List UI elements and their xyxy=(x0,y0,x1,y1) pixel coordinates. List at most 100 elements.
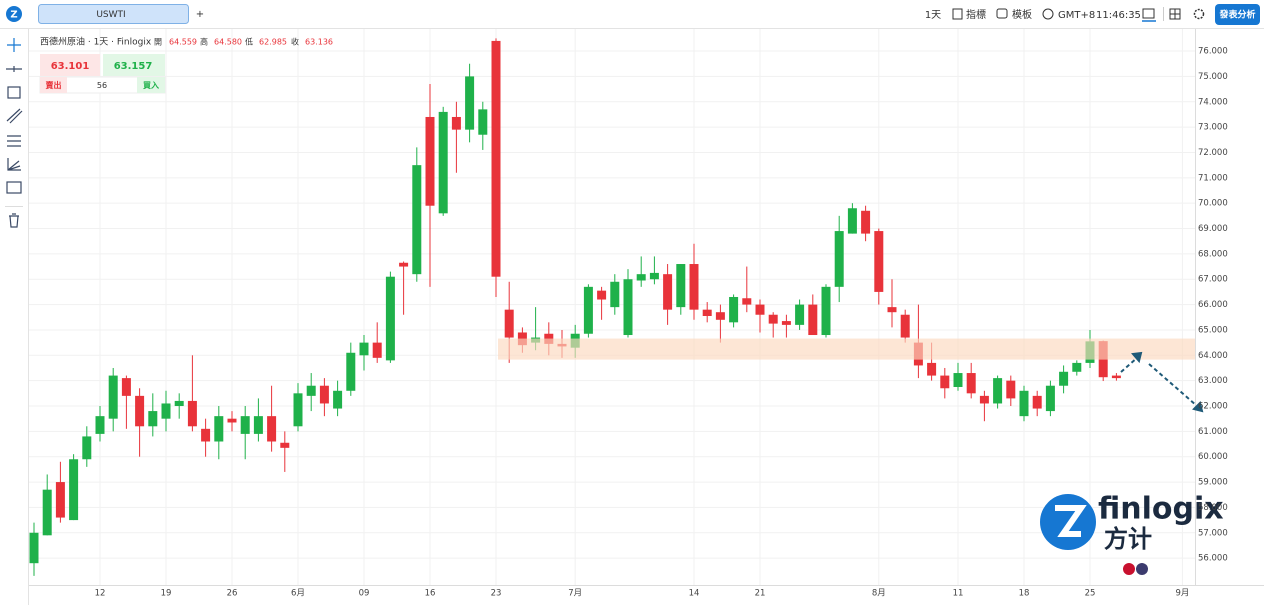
candle-body xyxy=(676,264,686,308)
candle-body xyxy=(623,279,633,336)
candle-body xyxy=(148,411,158,427)
delete-tool[interactable] xyxy=(9,213,19,228)
y-tick-label: 74.000 xyxy=(1198,97,1228,107)
candle-body xyxy=(900,314,910,338)
open-label: 開 xyxy=(154,38,162,47)
publish-button[interactable] xyxy=(1215,4,1260,25)
grid xyxy=(29,29,1195,585)
template-icon xyxy=(996,8,1008,19)
channel-tool[interactable] xyxy=(6,108,23,124)
timezone[interactable]: GMT+8 xyxy=(1058,10,1095,21)
line-tool[interactable] xyxy=(6,66,22,72)
flag-icon xyxy=(1136,563,1148,575)
candle-body xyxy=(649,272,659,280)
candle-body xyxy=(636,274,646,281)
sell-label: 賣出 xyxy=(46,80,62,90)
candle-body xyxy=(1045,385,1055,412)
y-tick-label: 59.000 xyxy=(1198,478,1228,488)
candle-body xyxy=(953,373,963,387)
settings-icon[interactable] xyxy=(1193,8,1205,20)
candle-body xyxy=(438,111,448,214)
rect-tool[interactable] xyxy=(7,86,21,99)
y-tick-label: 68.000 xyxy=(1198,249,1228,259)
candle-body xyxy=(940,375,950,389)
indicator-icon xyxy=(952,8,963,20)
y-tick-label: 76.000 xyxy=(1198,47,1228,57)
buy-box[interactable] xyxy=(103,54,165,76)
candle-body xyxy=(346,352,356,391)
candle-body xyxy=(214,416,224,442)
candle-body xyxy=(267,416,277,442)
candle-body xyxy=(412,165,422,275)
x-tick-label: 19 xyxy=(161,589,172,599)
x-tick-label: 6月 xyxy=(291,589,305,599)
candle-body xyxy=(768,314,778,324)
buy-button[interactable] xyxy=(137,77,165,93)
watermark-brand: finlogix xyxy=(1098,492,1224,527)
candle-body xyxy=(610,281,620,308)
indicators[interactable]: 指標 xyxy=(966,8,986,21)
highlight-zone xyxy=(498,338,1195,360)
candle-body xyxy=(95,416,105,434)
candle-body xyxy=(729,296,739,323)
candle-body xyxy=(1032,395,1042,409)
candle-body xyxy=(240,416,250,434)
gann-tool[interactable] xyxy=(7,158,21,171)
text-tool[interactable] xyxy=(6,181,22,194)
add-tab[interactable]: + xyxy=(196,9,204,20)
y-tick-label: 61.000 xyxy=(1198,427,1228,437)
candle-body xyxy=(887,307,897,313)
x-tick-label: 9月 xyxy=(1175,589,1189,599)
spread: 56 xyxy=(97,81,107,90)
buy-label: 買入 xyxy=(143,81,159,90)
sell-button[interactable] xyxy=(40,77,67,93)
x-tick-label: 7月 xyxy=(568,589,582,599)
x-tick-label: 26 xyxy=(227,589,238,599)
symbol-tab[interactable] xyxy=(38,4,189,24)
y-tick-label: 64.000 xyxy=(1198,351,1228,361)
x-tick-label: 14 xyxy=(689,589,700,599)
low-label: 低 xyxy=(245,37,253,47)
y-tick-label: 56.000 xyxy=(1198,554,1228,564)
screenshot-icon[interactable] xyxy=(1142,8,1155,19)
candle-body xyxy=(847,208,857,234)
overlay xyxy=(498,338,1195,360)
x-tick-label: 23 xyxy=(491,589,502,599)
arrow-head xyxy=(1131,351,1143,364)
close-label: 收 xyxy=(291,37,299,47)
candle-body xyxy=(174,400,184,407)
buy-price: 63.157 xyxy=(114,61,153,72)
candle-body xyxy=(715,312,725,320)
candle-body xyxy=(478,109,488,135)
interval[interactable]: 1天 xyxy=(925,10,941,21)
crosshair-tool[interactable] xyxy=(7,38,21,52)
candle-body xyxy=(293,393,303,427)
sell-box[interactable] xyxy=(40,54,100,76)
templates[interactable]: 模板 xyxy=(1012,8,1032,21)
y-tick-label: 72.000 xyxy=(1198,148,1228,158)
y-tick-label: 62.000 xyxy=(1198,402,1228,412)
y-tick-label: 58.000 xyxy=(1198,503,1228,513)
candle-body xyxy=(1072,362,1082,372)
candle-body xyxy=(755,304,765,315)
candle-body xyxy=(333,390,343,409)
legend-title: 西德州原油 · 1天 · Finlogix xyxy=(40,36,152,48)
candle-body xyxy=(121,378,131,396)
candle-body xyxy=(1019,390,1029,417)
x-tick-label: 16 xyxy=(425,589,436,599)
candle-body xyxy=(227,418,237,423)
candle-body xyxy=(927,362,937,376)
fib-tool[interactable] xyxy=(7,135,21,147)
candle-body xyxy=(42,489,52,536)
candle-body xyxy=(861,210,871,234)
candle-body xyxy=(597,290,607,300)
y-tick-label: 60.000 xyxy=(1198,452,1228,462)
candle-body xyxy=(319,385,329,404)
candle-body xyxy=(874,231,884,292)
candle-body xyxy=(55,482,65,518)
app-logo-letter: Z xyxy=(10,10,17,21)
x-tick-label: 8月 xyxy=(872,589,886,599)
candle-body xyxy=(187,400,197,427)
app-logo[interactable] xyxy=(6,6,22,22)
